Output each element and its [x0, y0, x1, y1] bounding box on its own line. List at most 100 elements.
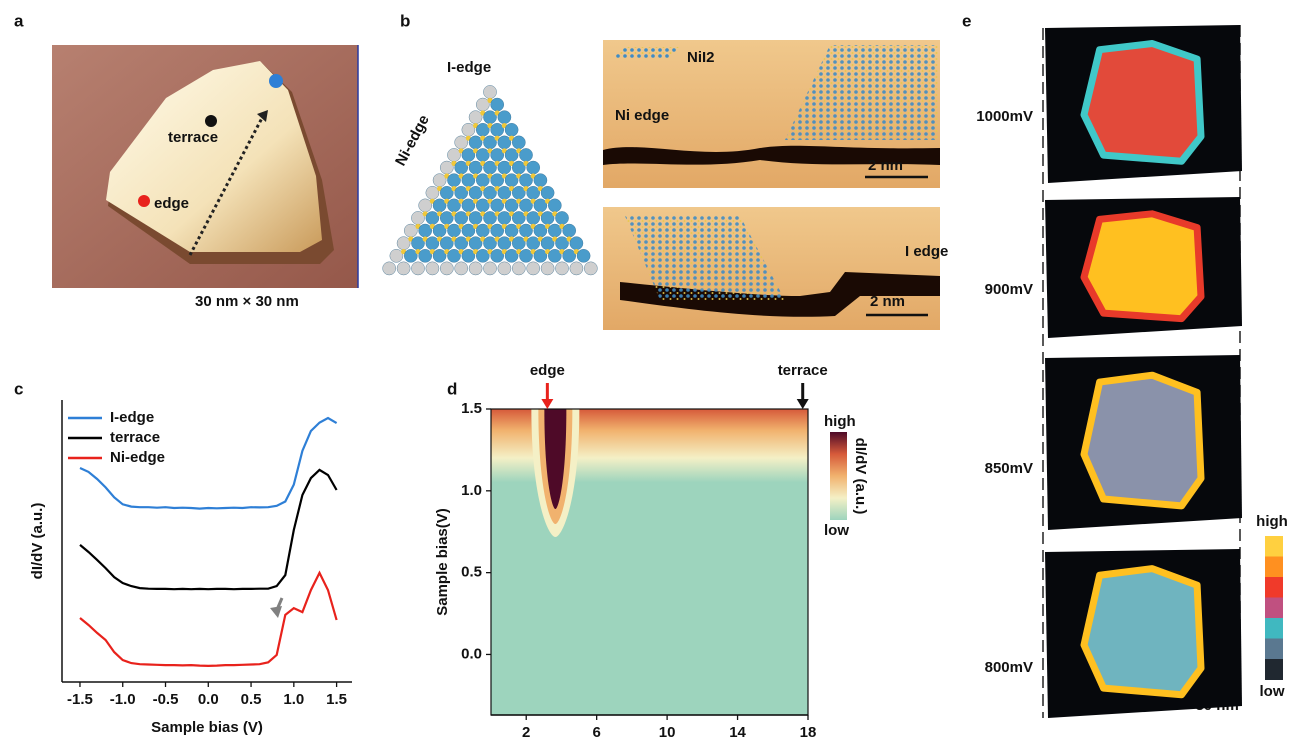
- atom: [563, 249, 576, 262]
- x-tick-label: 1.0: [283, 691, 304, 708]
- x-tick-label: 0.0: [198, 691, 219, 708]
- atom: [555, 262, 568, 275]
- x-tick-label: 14: [729, 724, 746, 741]
- x-tick-label: 18: [800, 724, 817, 741]
- atom: [462, 148, 475, 161]
- i-edge-dot: [269, 74, 283, 88]
- atom: [440, 186, 453, 199]
- x-tick-label: 0.5: [241, 691, 262, 708]
- atom: [397, 262, 410, 275]
- atom: [512, 211, 525, 224]
- spectrum-line: [80, 470, 337, 589]
- atom: [483, 262, 496, 275]
- y-tick-label: 1.5: [461, 400, 482, 417]
- terrace-dot: [205, 115, 217, 127]
- colorbar-swatch: [1265, 536, 1283, 557]
- edge-dot: [138, 195, 150, 207]
- atom: [541, 237, 554, 250]
- y-tick-label: 1.0: [461, 482, 482, 499]
- i-edge-title: I-edge: [447, 59, 491, 76]
- atom: [491, 224, 504, 237]
- atom: [527, 161, 540, 174]
- atom: [469, 161, 482, 174]
- atom: [512, 136, 525, 149]
- atom: [483, 211, 496, 224]
- atom: [440, 262, 453, 275]
- atom: [462, 224, 475, 237]
- panel-label: a: [14, 11, 24, 30]
- colorbar-high: high: [824, 413, 856, 430]
- atom: [534, 199, 547, 212]
- atom: [476, 148, 489, 161]
- atom: [447, 249, 460, 262]
- colorbar-low: low: [824, 522, 849, 539]
- atom: [498, 262, 511, 275]
- atom: [483, 111, 496, 124]
- legend-label: Ni-edge: [110, 449, 165, 466]
- atom: [447, 148, 460, 161]
- energy-label: 1000mV: [976, 108, 1033, 125]
- atom: [440, 237, 453, 250]
- atom: [548, 199, 561, 212]
- atom: [512, 237, 525, 250]
- atom: [411, 211, 424, 224]
- legend-label: terrace: [110, 429, 160, 446]
- y-tick-label: 0.0: [461, 645, 482, 662]
- panel-b: b I-edge Ni-edge NiI2 Ni edge 2 nm I edg…: [383, 11, 949, 330]
- colorbar-low: low: [1260, 683, 1285, 700]
- atom: [462, 123, 475, 136]
- colorbar-swatch: [1265, 618, 1283, 639]
- panel-a: a terrace edge 30 nm × 30 nm: [14, 11, 358, 309]
- crystal-map: [1084, 375, 1201, 506]
- atom: [411, 237, 424, 250]
- panel-label: e: [962, 11, 971, 30]
- atom: [498, 211, 511, 224]
- atom: [476, 224, 489, 237]
- panel-e: e high low 30 nm × 30 nm 1000mV900mV850m…: [962, 11, 1288, 718]
- annotation-arrowhead: [797, 399, 809, 409]
- atom: [584, 262, 597, 275]
- atom: [419, 224, 432, 237]
- atom: [548, 249, 561, 262]
- atom: [469, 211, 482, 224]
- atom: [491, 174, 504, 187]
- atom: [534, 224, 547, 237]
- atom: [476, 174, 489, 187]
- atom: [498, 186, 511, 199]
- atom: [469, 262, 482, 275]
- atom: [563, 224, 576, 237]
- atom: [433, 249, 446, 262]
- x-axis-label: Sample bias (V): [151, 719, 263, 736]
- atom: [469, 186, 482, 199]
- colorbar: [830, 432, 847, 520]
- atom: [527, 237, 540, 250]
- atom: [483, 161, 496, 174]
- atom: [505, 123, 518, 136]
- atom: [512, 262, 525, 275]
- atom: [419, 249, 432, 262]
- colorbar-high: high: [1256, 513, 1288, 530]
- terrace-label: terrace: [168, 129, 218, 146]
- atom: [455, 211, 468, 224]
- colorbar-swatch: [1265, 557, 1283, 578]
- panel-c: c I-edgeterraceNi-edge-1.5-1.0-0.50.00.5…: [14, 379, 352, 735]
- atom: [469, 136, 482, 149]
- atom: [519, 224, 532, 237]
- ni-edge-title: Ni-edge: [392, 112, 433, 169]
- atom: [411, 262, 424, 275]
- annotation-label: edge: [530, 362, 565, 379]
- atom: [505, 174, 518, 187]
- atom: [483, 136, 496, 149]
- atom: [483, 237, 496, 250]
- spectrum-line: [80, 573, 337, 666]
- x-tick-label: 1.5: [326, 691, 347, 708]
- atom: [519, 174, 532, 187]
- atom: [426, 262, 439, 275]
- atom: [570, 237, 583, 250]
- atom: [462, 199, 475, 212]
- annotation-arrowhead: [541, 399, 553, 409]
- atom: [570, 262, 583, 275]
- atom: [383, 262, 396, 275]
- atom: [534, 249, 547, 262]
